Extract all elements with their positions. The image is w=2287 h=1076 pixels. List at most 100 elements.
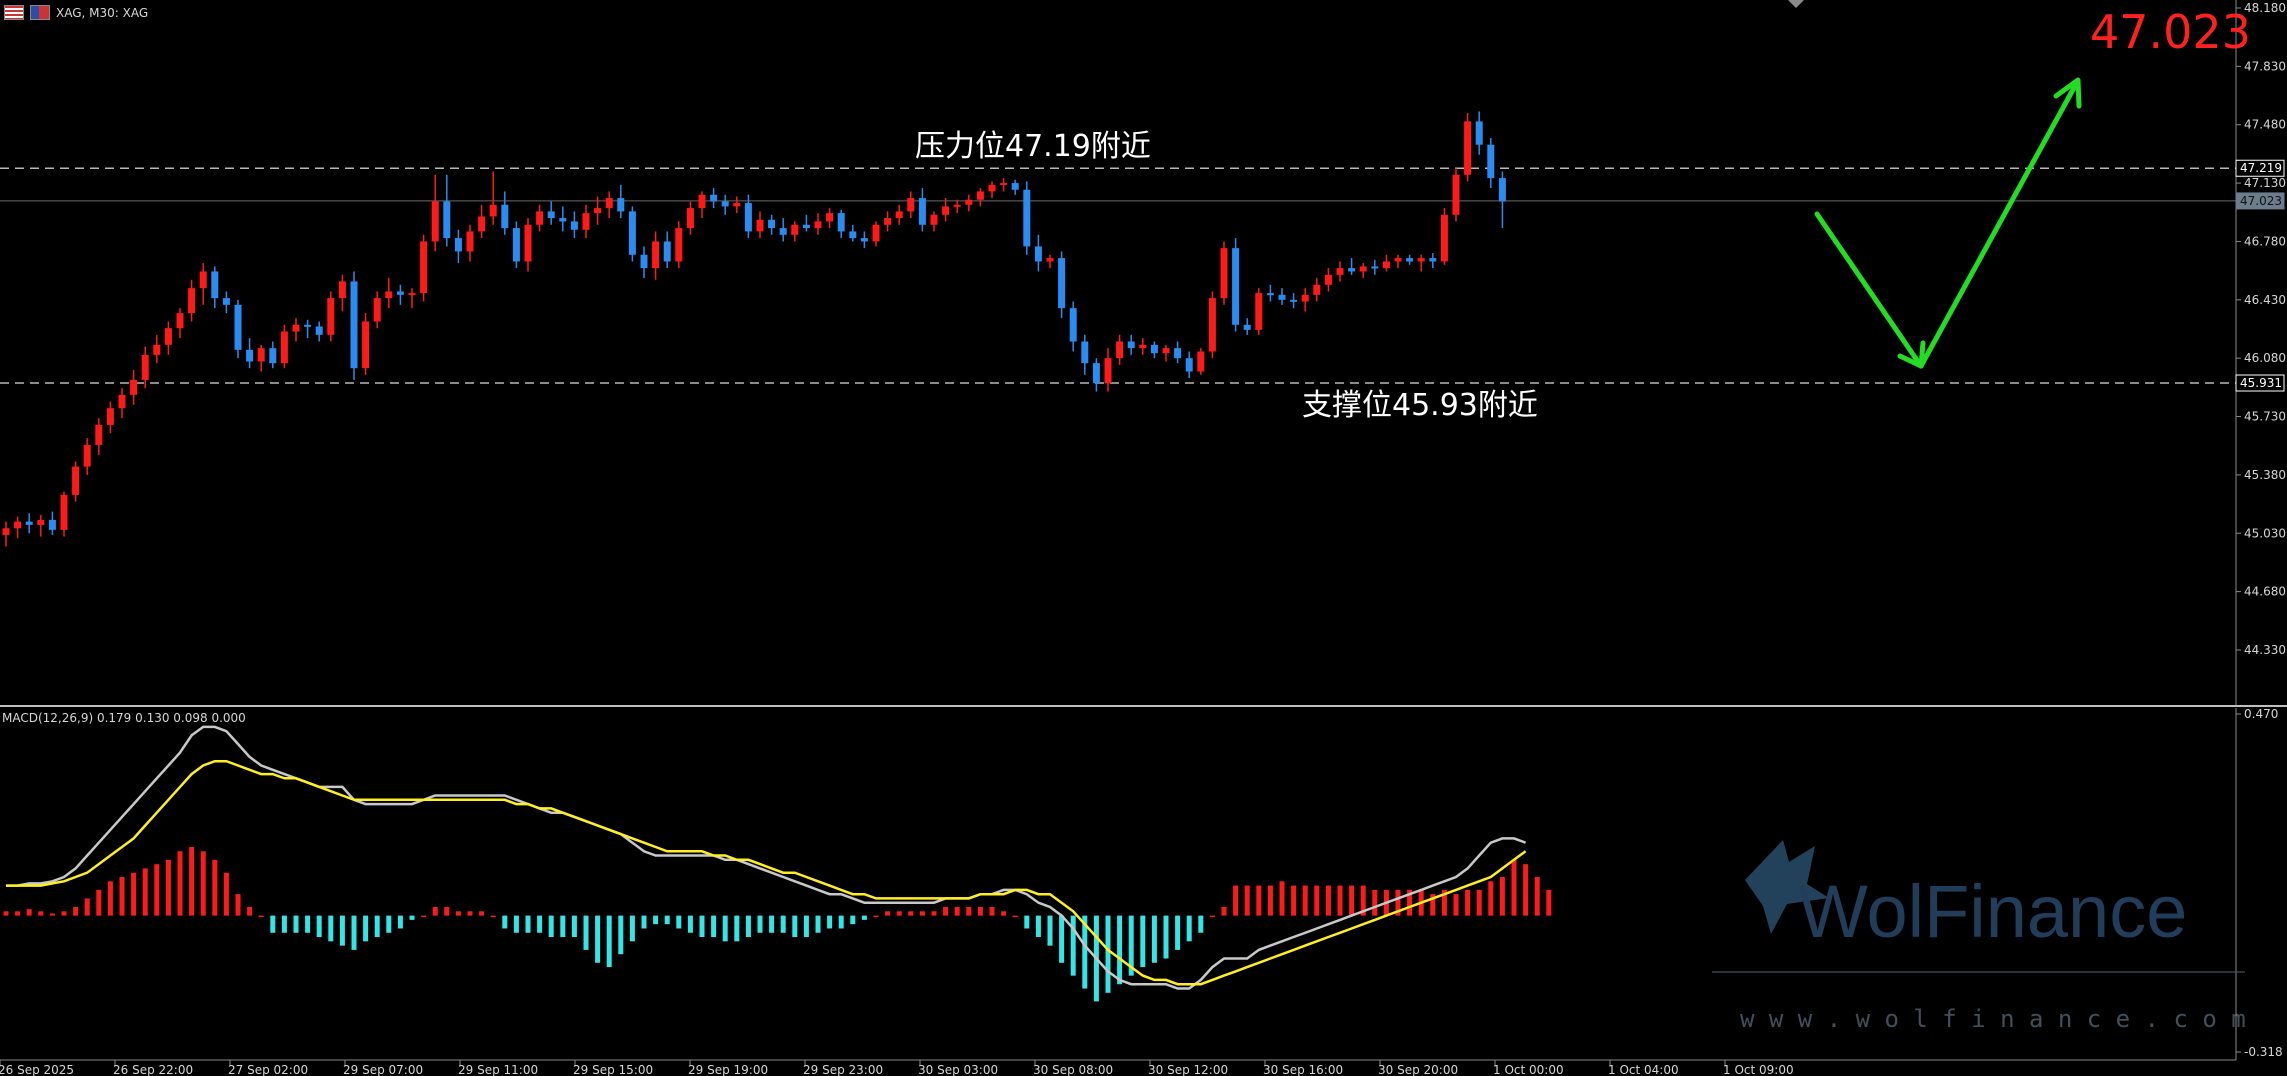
candle (1464, 113, 1472, 182)
candle (83, 438, 91, 475)
candle (547, 201, 555, 225)
histogram-bar (571, 915, 577, 938)
candle-body (188, 288, 196, 314)
histogram-bar (73, 907, 79, 916)
histogram-bar (838, 915, 844, 929)
price-tick-label: 45.730 (2244, 410, 2286, 424)
price-axis[interactable]: 48.180 47.830 47.480 47.130 46.780 46.430 46.0… (2236, 1, 2286, 657)
histogram-bar (293, 915, 299, 933)
candle (211, 266, 219, 309)
candle (1197, 348, 1205, 375)
candle-body (72, 466, 80, 495)
histogram-bar (1349, 885, 1355, 916)
candle-body (246, 349, 254, 362)
histogram-bar (165, 859, 171, 916)
candle (1104, 348, 1112, 392)
time-axis[interactable]: 26 Sep 2025 26 Sep 22:00 27 Sep 02:00 29 Se… (0, 1060, 1794, 1076)
histogram-bar (142, 868, 148, 916)
histogram-bar (1267, 885, 1273, 916)
histogram-bar (177, 851, 183, 916)
candle-body (849, 231, 857, 239)
time-tick-label: 29 Sep 15:00 (573, 1063, 653, 1076)
candle (1452, 168, 1460, 222)
candle (1278, 288, 1286, 305)
histogram-bar (96, 889, 102, 916)
candle-body (559, 218, 567, 222)
histogram-bar (1499, 876, 1505, 916)
candle-body (1301, 294, 1309, 302)
candle (37, 514, 45, 537)
candle-body (976, 191, 984, 200)
candle (1336, 261, 1344, 282)
histogram-bar (328, 915, 334, 942)
time-tick-label: 29 Sep 07:00 (343, 1063, 423, 1076)
histogram-bar (1546, 889, 1552, 916)
candle (1498, 171, 1506, 229)
candle (501, 191, 509, 235)
forecast-arrow (1814, 77, 2082, 369)
time-tick-label: 26 Sep 22:00 (113, 1063, 193, 1076)
histogram-bar (606, 915, 612, 968)
histogram-bar (1001, 911, 1007, 916)
candle (1185, 351, 1193, 379)
candle-body (605, 198, 613, 209)
candle-body (37, 519, 45, 525)
candle (779, 218, 787, 242)
candle-body (141, 354, 149, 380)
candle-body (791, 224, 799, 235)
forecast-down-leg (1814, 211, 1924, 369)
histogram-bar (467, 911, 473, 916)
histogram-bar (1291, 885, 1297, 916)
time-tick-label: 29 Sep 11:00 (458, 1063, 538, 1076)
candle-body (594, 208, 602, 214)
candle (930, 211, 938, 232)
candle-body (1452, 174, 1460, 215)
candle (2, 521, 10, 547)
candle-body (1440, 214, 1448, 262)
candle (176, 308, 184, 339)
histogram-bar (1511, 859, 1517, 916)
chart-menu-icon[interactable] (4, 5, 24, 20)
macd-tick-label: -0.318 (2244, 1045, 2283, 1059)
histogram-bar (780, 915, 786, 933)
candle-body (895, 211, 903, 219)
candle (443, 174, 451, 247)
candle-body (1046, 258, 1054, 262)
candle-body (315, 326, 323, 335)
candle-body (350, 281, 358, 369)
candle (489, 171, 497, 225)
candle (791, 221, 799, 242)
candle (1406, 254, 1414, 265)
candle-body (617, 198, 625, 212)
chart-shift-marker-icon[interactable] (1788, 0, 1804, 8)
time-tick-label: 26 Sep 2025 (0, 1063, 74, 1076)
histogram-bar (61, 911, 67, 916)
symbol-flag-icon (30, 5, 50, 20)
candle-body (1023, 189, 1031, 247)
candle-body (872, 224, 880, 242)
candle (1069, 301, 1077, 352)
histogram-bar (548, 915, 554, 938)
candle-body (918, 198, 926, 225)
candle (25, 513, 33, 534)
candle-body (2, 528, 10, 535)
candle (744, 194, 752, 239)
candle (837, 209, 845, 239)
price-tag (2235, 159, 2285, 177)
candle (1324, 268, 1332, 292)
candle (1487, 138, 1495, 189)
histogram-bar (943, 907, 949, 916)
candle-body (652, 241, 660, 269)
histogram-bar (908, 911, 914, 916)
candle-body (1406, 258, 1414, 262)
histogram-bar (119, 876, 125, 916)
histogram-bar (189, 846, 195, 916)
candle-body (269, 348, 277, 364)
candle-body (988, 184, 996, 192)
candle (1116, 334, 1124, 365)
histogram-bar (757, 915, 763, 933)
histogram-bar (1233, 885, 1239, 916)
target-price-label: 47.023 (2090, 5, 2251, 59)
candle (1139, 338, 1147, 355)
